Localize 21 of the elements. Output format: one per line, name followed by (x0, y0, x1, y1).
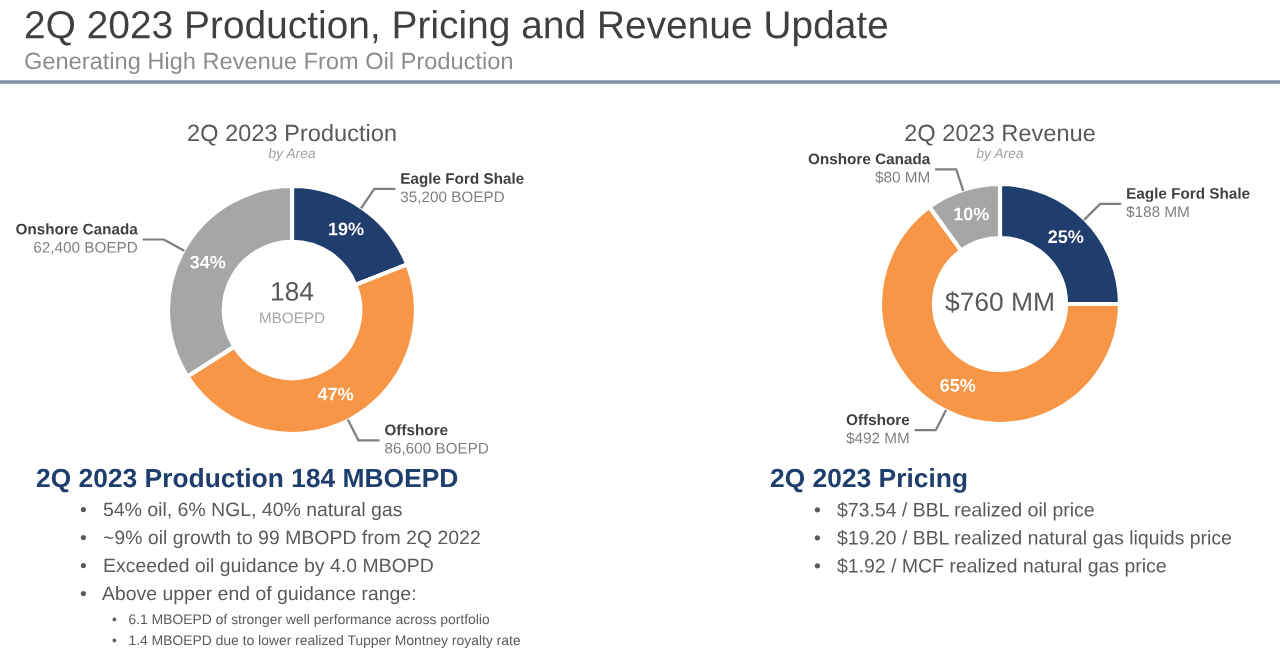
text: • $19.20 / BBL realized natural gas liquids price (814, 530, 1232, 549)
data-label: 65% (940, 378, 976, 392)
text: • $73.54 / BBL realized oil price (814, 502, 1094, 521)
text: $760 MM (945, 291, 1053, 313)
text: • $1.92 / MCF realized natural gas price (814, 558, 1166, 577)
text: • 54% oil, 6% NGL, 40% natural gas (80, 502, 402, 521)
text: Generating High Revenue From Oil Production (25, 52, 512, 75)
text: 184 (272, 282, 314, 301)
text: • Above upper end of guidance range: (80, 586, 415, 605)
data-label: 19% (329, 222, 364, 236)
text: 2Q 2023 Production 184 MBOEPD (36, 468, 458, 493)
data-label: 25% (1048, 230, 1084, 244)
text: 2Q 2023 Pricing (770, 468, 967, 493)
data-label: 47% (317, 387, 354, 401)
text: • Exceeded oil guidance by 4.0 MBOPD (80, 558, 433, 577)
chart-title: 2Q 2023 Revenue (905, 124, 1095, 146)
text: 2Q 2023 Production, Pricing and Revenue Update (25, 10, 888, 47)
text: • ~9% oil growth to 99 MBOPD from 2Q 2022 (80, 530, 480, 549)
data-label: 34% (190, 255, 226, 269)
data-label: 10% (954, 207, 989, 221)
chart-title: 2Q 2023 Production (188, 124, 396, 146)
